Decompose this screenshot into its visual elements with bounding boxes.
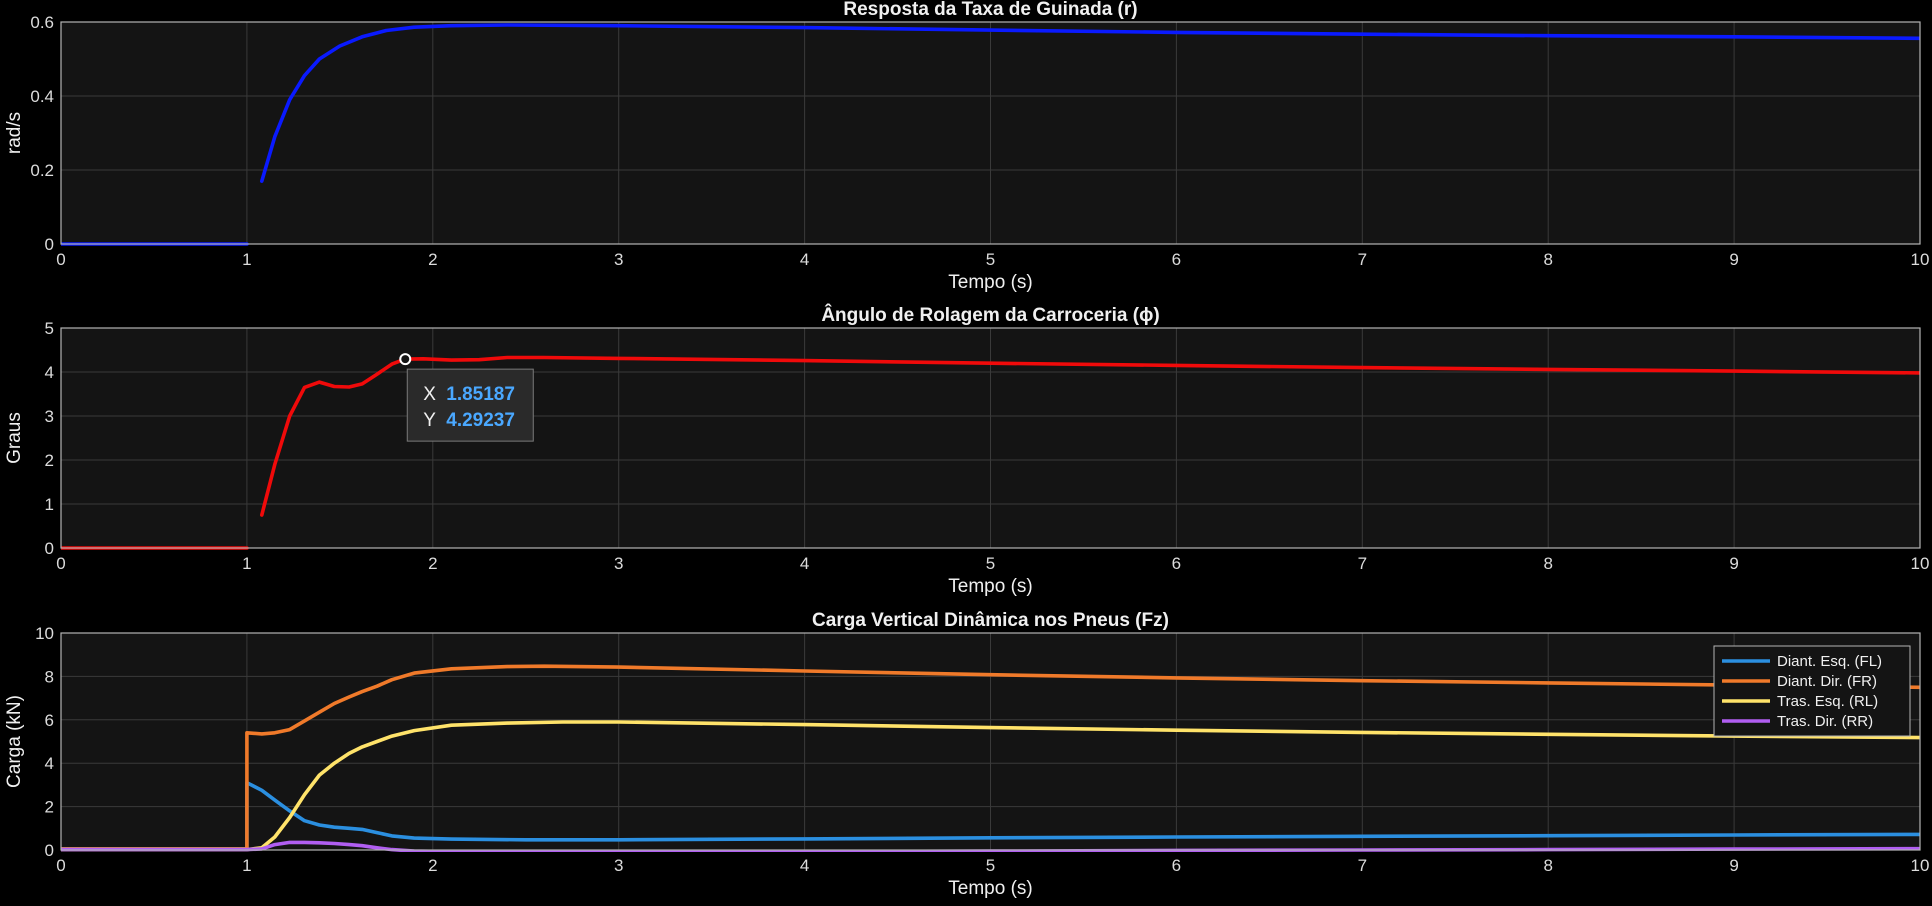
x-tick-label: 4: [800, 554, 809, 573]
x-tick-label: 6: [1172, 856, 1181, 875]
x-tick-label: 8: [1543, 250, 1552, 269]
x-tick-label: 0: [56, 856, 65, 875]
y-tick-label: 10: [35, 624, 54, 643]
y-tick-label: 3: [45, 407, 54, 426]
x-tick-label: 3: [614, 554, 623, 573]
x-tick-label: 8: [1543, 554, 1552, 573]
y-tick-label: 0: [45, 235, 54, 254]
datatip-marker[interactable]: [399, 353, 412, 366]
y-axis-label: Graus: [4, 412, 25, 464]
series-line-2: [61, 664, 1920, 851]
x-tick-label: 9: [1729, 554, 1738, 573]
y-tick-label: 0: [45, 841, 54, 860]
axes-box: [60, 327, 1921, 549]
chart-2: 0 1 2 3 4 5 6 7 8 9 10 0 1 2 3 4 5 Ângulo de Rolagem da C…: [4, 304, 1929, 597]
axes-box: [60, 632, 1921, 851]
y-axis-label: Carga (kN): [4, 695, 25, 788]
x-tick-label: 2: [428, 554, 437, 573]
x-tick-label: 4: [800, 250, 809, 269]
x-tick-label: 8: [1543, 856, 1552, 875]
legend[interactable]: Diant. Esq. (FL) Diant. Dir. (FR) Tras. Es…: [1713, 645, 1911, 737]
x-tick-label: 4: [800, 856, 809, 875]
series-line-3: [61, 720, 1920, 852]
legend-label-1: Diant. Esq. (FL): [1777, 653, 1882, 670]
x-axis-label: Tempo (s): [948, 576, 1032, 597]
axes-box: [60, 21, 1921, 245]
x-tick-label: 7: [1358, 250, 1367, 269]
y-tick-label: 0.6: [30, 13, 54, 32]
chart-title: Carga Vertical Dinâmica nos Pneus (Fz): [812, 610, 1169, 631]
x-tick-label: 9: [1729, 856, 1738, 875]
chart-3: 0 1 2 3 4 5 6 7 8 9 10 0 2 4 6 8 10 Carga Vertical Dinâmi…: [4, 610, 1929, 899]
x-tick-label: 1: [242, 554, 251, 573]
x-tick-label: 1: [242, 856, 251, 875]
y-tick-label: 5: [45, 319, 54, 338]
chart-title: Ângulo de Rolagem da Carroceria (ϕ): [821, 304, 1159, 326]
x-tick-label: 3: [614, 250, 623, 269]
x-tick-label: 2: [428, 856, 437, 875]
y-tick-label: 2: [45, 451, 54, 470]
x-tick-label: 6: [1172, 250, 1181, 269]
y-tick-label: 4: [45, 754, 54, 773]
x-axis-label: Tempo (s): [948, 878, 1032, 899]
y-tick-label: 2: [45, 798, 54, 817]
x-tick-label: 0: [56, 554, 65, 573]
legend-label-2: Diant. Dir. (FR): [1777, 673, 1877, 690]
y-tick-label: 8: [45, 667, 54, 686]
series-line-1: [260, 23, 1920, 183]
datatip-box: [406, 368, 534, 442]
series-line-1: [260, 355, 1920, 517]
y-tick-label: 0.2: [30, 161, 54, 180]
y-tick-label: 0: [45, 539, 54, 558]
datatip-y-label: Y: [423, 410, 436, 431]
y-tick-label: 0.4: [30, 87, 54, 106]
y-tick-label: 4: [45, 363, 54, 382]
y-tick-label: 6: [45, 711, 54, 730]
datatip-x-value: 1.85187: [446, 384, 515, 405]
x-axis-label: Tempo (s): [948, 272, 1032, 293]
datatip-y-value: 4.29237: [446, 410, 515, 431]
x-tick-label: 5: [986, 250, 995, 269]
x-tick-label: 7: [1358, 856, 1367, 875]
datatip-x-label: X: [423, 384, 436, 405]
x-tick-label: 3: [614, 856, 623, 875]
x-tick-label: 2: [428, 250, 437, 269]
x-tick-label: 5: [986, 554, 995, 573]
y-tick-label: 1: [45, 495, 54, 514]
series-line-1: [61, 780, 1920, 851]
y-axis-label: rad/s: [4, 112, 25, 154]
x-tick-label: 9: [1729, 250, 1738, 269]
x-tick-label: 5: [986, 856, 995, 875]
x-tick-label: 10: [1911, 250, 1930, 269]
x-tick-label: 10: [1911, 856, 1930, 875]
x-tick-label: 6: [1172, 554, 1181, 573]
chart-title: Resposta da Taxa de Guinada (r): [843, 0, 1137, 20]
datatip[interactable]: X 1.85187 Y 4.29237: [399, 353, 534, 442]
x-tick-label: 7: [1358, 554, 1367, 573]
x-tick-label: 10: [1911, 554, 1930, 573]
x-tick-label: 0: [56, 250, 65, 269]
chart-1: 0 1 2 3 4 5 6 7 8 9 10 0 0.2 0.4 0.6 Resposta da Taxa d…: [4, 0, 1929, 293]
legend-label-3: Tras. Esq. (RL): [1777, 693, 1878, 710]
legend-label-4: Tras. Dir. (RR): [1777, 713, 1873, 730]
x-tick-label: 1: [242, 250, 251, 269]
